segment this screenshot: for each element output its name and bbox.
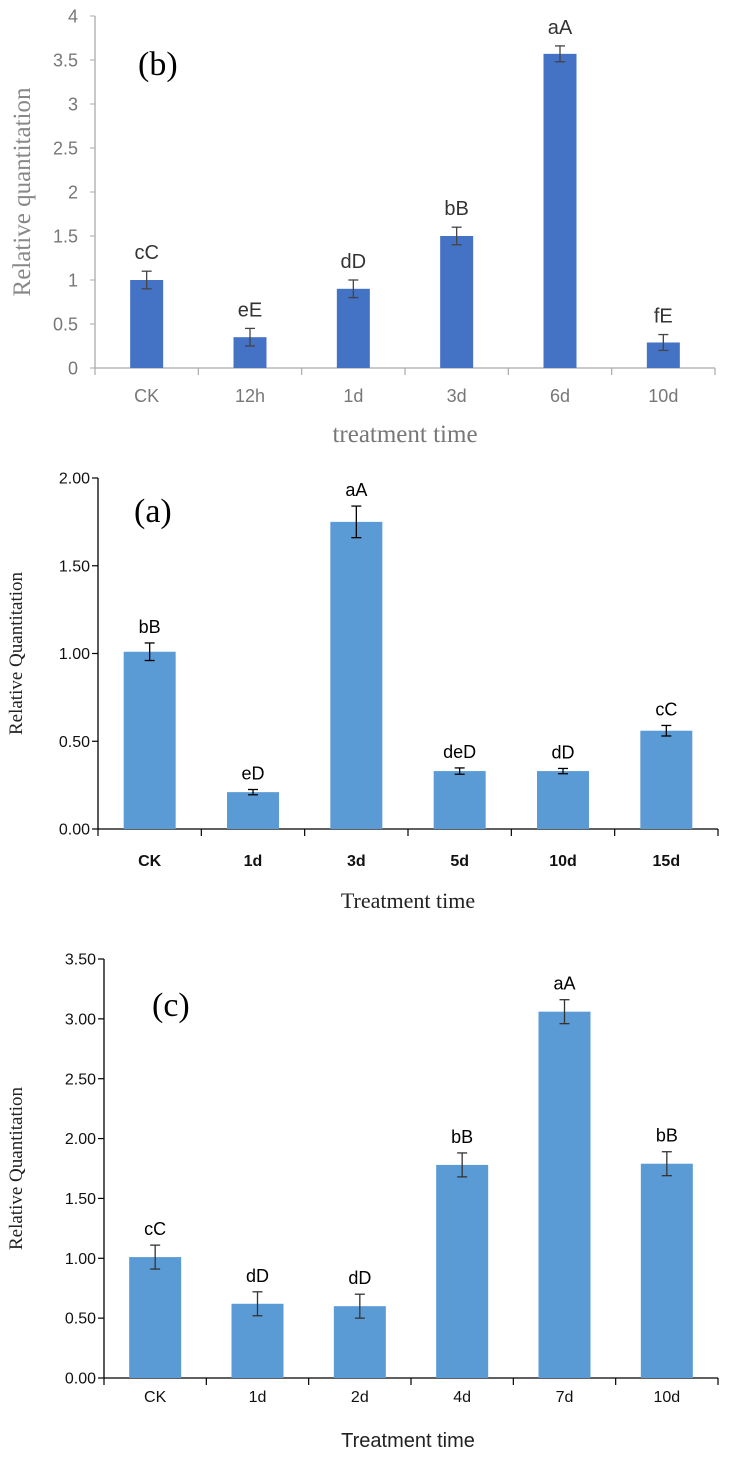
significance-label: cC [134,242,158,264]
x-axis-title: Treatment time [341,888,475,913]
y-axis-title: Relative quantitation [9,87,36,296]
panel-label: (b) [138,46,178,83]
bar [123,651,176,829]
y-tick-label: 1.00 [65,1251,96,1268]
y-tick-label: 1 [68,270,78,290]
x-axis-title: treatment time [332,421,477,448]
significance-label: aA [553,974,575,994]
x-axis-title: Treatment time [341,1430,475,1452]
x-tick-label: 15d [653,853,681,870]
x-tick-label: 12h [235,386,265,406]
bar-chart-a: 0.00 0.50 1.00 1.50 2.00 bB CK eD 1d aA 3d deD 5d dD 1… [6,471,719,913]
y-tick-label: 0.00 [59,822,90,839]
x-tick-label: CK [144,1389,167,1406]
y-tick-label: 2.00 [59,471,90,488]
bar [640,730,693,829]
bar [543,53,577,369]
y-tick-label: 0.5 [53,314,78,334]
bar [640,1163,693,1378]
y-tick-label: 4 [68,6,78,26]
significance-label: dD [246,1266,269,1286]
bar-chart-c: 0.00 0.50 1.00 1.50 2.00 2.50 3.00 3.50 cC CK dD 1d… [6,952,719,1452]
significance-label: cC [144,1219,166,1239]
bar-chart-b: 0 0.5 1 1.5 2 2.5 3 3.5 4 cC CK eE 12h dD 1d bB 3d aA 6d fE… [9,6,716,448]
significance-label: bB [139,617,161,637]
significance-label: bB [656,1126,678,1146]
bar [227,792,279,829]
x-tick-label: 1d [249,1389,267,1406]
y-axis-title: Relative Quantitation [6,1086,27,1250]
y-tick-label: 3.5 [53,50,78,70]
significance-label: dD [341,251,367,273]
bar [433,771,486,829]
y-tick-label: 3 [68,94,78,114]
y-tick-label: 1.50 [65,1191,96,1208]
x-tick-label: 10d [653,1389,680,1406]
bar [436,1164,489,1378]
y-tick-label: 2 [68,182,78,202]
significance-label: dD [551,742,574,762]
chart-panel-b: 0 0.5 1 1.5 2 2.5 3 3.5 4 cC CK eE 12h dD 1d bB 3d aA 6d fE… [0,0,732,452]
chart-panel-a: 0.00 0.50 1.00 1.50 2.00 bB CK eD 1d aA 3d deD 5d dD 1… [0,452,732,930]
significance-label: aA [548,17,573,39]
panel-label: (c) [152,987,190,1024]
significance-label: fE [654,306,673,328]
significance-label: aA [345,480,367,500]
x-tick-label: 5d [450,853,469,870]
y-tick-label: 0.50 [65,1311,96,1328]
x-tick-label: 1d [244,853,263,870]
y-tick-label: 1.5 [53,226,78,246]
x-tick-label: CK [138,853,162,870]
y-tick-label: 0 [68,358,78,378]
x-tick-label: 1d [343,386,363,406]
y-axis-title: Relative Quantitation [6,571,27,735]
panel-label: (a) [134,493,172,530]
y-tick-label: 0.50 [59,734,90,751]
x-tick-label: 7d [556,1389,574,1406]
significance-label: dD [348,1268,371,1288]
significance-label: cC [655,699,677,719]
bar [537,771,589,829]
y-tick-label: 3.50 [65,952,96,969]
y-tick-label: 0.00 [65,1371,96,1388]
y-tick-label: 1.00 [59,646,90,663]
y-tick-label: 1.50 [59,558,90,575]
bar [538,1011,591,1378]
bar [129,1257,182,1378]
bar [330,521,383,829]
y-tick-label: 2.00 [65,1131,96,1148]
y-tick-label: 2.50 [65,1071,96,1088]
x-tick-label: 3d [347,853,366,870]
x-tick-label: 10d [648,386,678,406]
x-tick-label: 4d [453,1389,471,1406]
bar [440,236,474,368]
x-tick-label: 10d [549,853,577,870]
y-tick-label: 3.00 [65,1011,96,1028]
significance-label: bB [444,198,468,220]
significance-label: eD [241,764,264,784]
significance-label: deD [443,742,476,762]
x-tick-label: 6d [550,386,570,406]
x-tick-label: 3d [447,386,467,406]
x-tick-label: CK [134,386,159,406]
bar [336,288,370,368]
x-tick-label: 2d [351,1389,369,1406]
y-tick-label: 2.5 [53,138,78,158]
chart-panel-c: 0.00 0.50 1.00 1.50 2.00 2.50 3.00 3.50 cC CK dD 1d… [0,930,732,1460]
bar [130,280,164,368]
significance-label: bB [451,1127,473,1147]
significance-label: eE [238,299,262,321]
